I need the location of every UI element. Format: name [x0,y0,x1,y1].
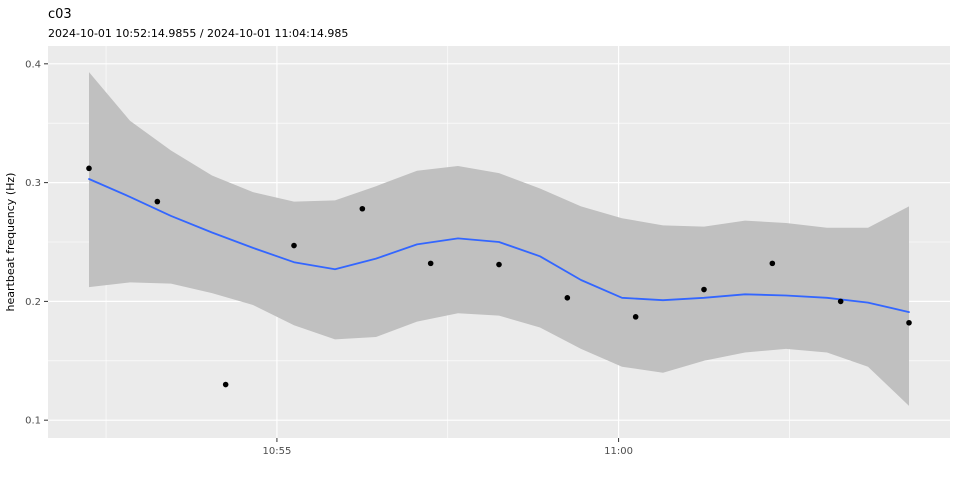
data-point [906,319,912,326]
y-tick-label: 0.4 [25,59,41,70]
data-point [291,242,297,249]
y-axis-title: heartbeat frequency (Hz) [4,172,17,312]
y-tick-label: 0.1 [25,416,41,427]
data-point [701,286,707,293]
chart-title: c03 [48,7,72,22]
data-point [154,198,161,205]
data-point [496,261,502,268]
data-point [632,314,639,320]
data-point [837,298,844,305]
data-point [86,165,92,172]
x-tick-label: 10:55 [263,446,292,457]
x-tick-label: 11:00 [604,446,633,457]
data-point [222,381,229,388]
data-point [427,260,434,267]
y-tick-label: 0.2 [25,297,41,308]
data-point [564,295,571,301]
y-tick-label: 0.3 [25,178,41,189]
data-point [769,260,776,267]
chart-subtitle: 2024-10-01 10:52:14.9855 / 2024-10-01 11… [48,27,349,40]
smooth-line [88,178,910,313]
data-point [359,205,366,212]
confidence-ribbon [89,72,909,406]
